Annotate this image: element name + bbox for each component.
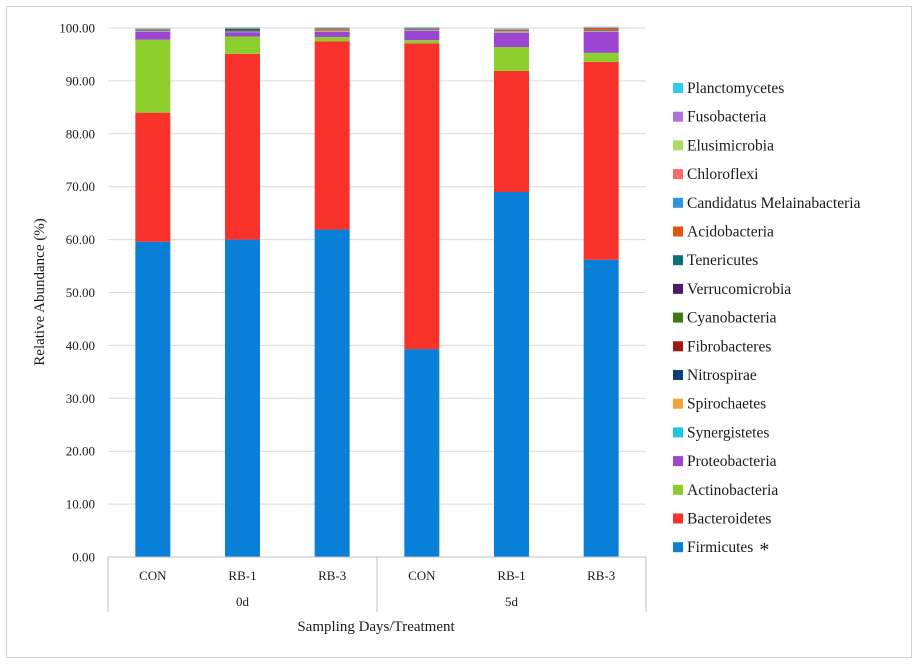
legend-swatch (673, 398, 683, 409)
y-tick-label: 10.00 (66, 497, 95, 512)
legend-swatch (673, 169, 683, 180)
legend-label: Tenericutes (687, 252, 758, 269)
bar-segment-actinobacteria (494, 47, 529, 71)
legend-label: Synergistetes (687, 424, 769, 441)
y-tick-label: 70.00 (66, 179, 95, 194)
x-axis-title: Sampling Days/Treatment (297, 619, 455, 635)
legend-swatch (673, 341, 683, 352)
legend-swatch (673, 370, 683, 380)
y-tick-label: 80.00 (66, 126, 95, 141)
legend-label: Actinobacteria (687, 482, 778, 499)
legend: Planctomycetes Fusobacteria Elusimicrobia C… (673, 80, 861, 561)
x-tick-label: CON (139, 568, 167, 583)
bar-segment-firmicutes (404, 349, 440, 557)
x-tick-label: RB-1 (228, 568, 256, 583)
bar-segment-bacteroidetes (135, 112, 171, 242)
bar-segment-proteobacteria (583, 31, 619, 53)
bar-segment-spirochaetes (135, 30, 171, 32)
axis-layer: 0.00 10.00 20.00 30.00 40.00 50.00 60.00 70.00 8… (59, 21, 647, 612)
y-tick-label: 100.00 (59, 21, 95, 36)
bar-segment-firmicutes (314, 229, 350, 558)
bar-segment-acidobacteria (583, 28, 619, 30)
x-group-label: 0d (236, 594, 250, 609)
bar-segment-firmicutes (494, 191, 529, 558)
bar-segment-bacteroidetes (314, 41, 350, 230)
y-tick-label: 40.00 (66, 338, 95, 353)
y-tick-label: 30.00 (66, 391, 95, 406)
bar-segment-spirochaetes (494, 31, 529, 33)
bar-segment-proteobacteria (314, 31, 350, 37)
legend-label: Bacteroidetes (687, 511, 771, 528)
legend-label: Fusobacteria (687, 109, 766, 126)
legend-swatch (673, 111, 683, 122)
bar-segment-actinobacteria (404, 40, 440, 44)
y-axis-title: Relative Abundance (%) (32, 218, 48, 365)
bar-segment-bacteroidetes (494, 70, 529, 192)
legend-swatch (673, 197, 683, 208)
bar-segment-actinobacteria (225, 36, 260, 54)
bar-segment-bacteroidetes (404, 43, 440, 350)
legend-label: Elusimicrobia (687, 137, 774, 154)
legend-swatch (673, 83, 683, 93)
bar-segment-proteobacteria (494, 32, 529, 48)
legend-swatch (673, 283, 683, 294)
significance-asterisk: * (759, 539, 769, 561)
bar-segment-actinobacteria (135, 39, 171, 113)
y-tick-label: 90.00 (66, 73, 95, 88)
legend-swatch (673, 542, 683, 553)
legend-swatch (673, 226, 683, 237)
bar-segment-actinobacteria (583, 52, 619, 62)
x-tick-label: CON (408, 568, 436, 583)
bar-segment-bacteroidetes (583, 61, 619, 260)
legend-swatch (673, 456, 683, 467)
bar-segment-proteobacteria (135, 31, 171, 40)
bar-segment-actinobacteria (314, 36, 350, 42)
legend-label: Fibrobacteres (687, 338, 771, 355)
legend-swatch (673, 312, 683, 323)
bar-segment-firmicutes (583, 259, 619, 557)
x-tick-label: RB-1 (497, 568, 525, 583)
legend-label: Spirochaetes (687, 396, 766, 413)
legend-label: Planctomycetes (687, 80, 784, 97)
bar-segment-tenericutes (225, 28, 260, 31)
x-tick-label: RB-3 (318, 568, 346, 583)
legend-label: Acidobacteria (687, 224, 774, 241)
legend-label: Nitrospirae (687, 367, 757, 384)
y-tick-label: 20.00 (66, 444, 95, 459)
legend-label: Cyanobacteria (687, 310, 777, 327)
bars-layer (135, 26, 619, 558)
legend-label: Candidatus Melainabacteria (687, 195, 861, 212)
y-tick-label: 50.00 (66, 285, 95, 300)
legend-label: Proteobacteria (687, 453, 777, 470)
bar-segment-bacteroidetes (225, 53, 260, 240)
legend-swatch (673, 140, 683, 151)
grid-layer (108, 27, 646, 505)
bar-segment-spirochaetes (404, 29, 440, 31)
bar-segment-firmicutes (225, 239, 260, 557)
bar-segment-acidobacteria (314, 28, 350, 30)
legend-label: Firmicutes (687, 539, 753, 556)
y-tick-label: 60.00 (66, 232, 95, 247)
x-group-label: 5d (505, 594, 519, 609)
legend-swatch (673, 484, 683, 495)
bar-segment-spirochaetes (583, 30, 619, 32)
legend-swatch (673, 513, 683, 524)
legend-swatch (673, 427, 683, 438)
y-tick-label: 0.00 (72, 550, 95, 565)
legend-label: Chloroflexi (687, 166, 759, 183)
bar-segment-firmicutes (135, 241, 171, 557)
bar-segment-proteobacteria (225, 32, 260, 37)
bar-segment-spirochaetes (314, 30, 350, 32)
legend-label: Verrucomicrobia (687, 281, 791, 298)
x-tick-label: RB-3 (587, 568, 615, 583)
legend-swatch (673, 255, 683, 266)
bar-segment-proteobacteria (404, 30, 440, 41)
bar-segment-verrucomicrobia (225, 30, 260, 31)
